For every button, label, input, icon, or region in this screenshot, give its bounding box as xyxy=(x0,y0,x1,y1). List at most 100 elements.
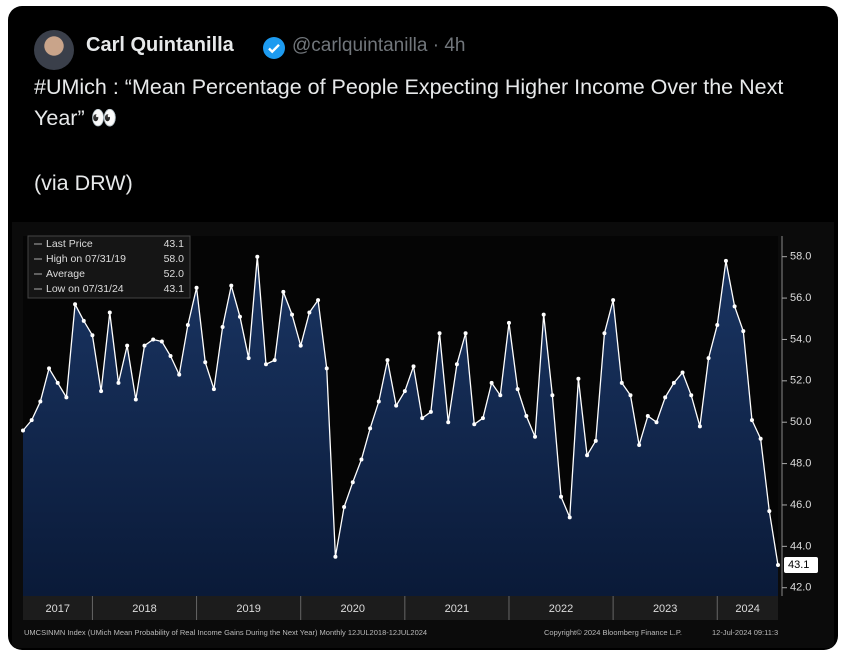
point xyxy=(480,416,485,421)
verified-badge xyxy=(263,37,285,59)
point xyxy=(619,380,624,385)
point xyxy=(55,380,60,385)
legend-value: 52.0 xyxy=(164,268,185,280)
point xyxy=(263,362,268,367)
point xyxy=(324,366,329,371)
y-tick-label: 48.0 xyxy=(790,457,811,469)
point xyxy=(697,424,702,429)
point xyxy=(376,399,381,404)
chart: 42.0 44.0 46.0 48.0 50.0 52.0 54.0 56.0 58.0 43.1… xyxy=(12,222,834,648)
x-tick-label: 2020 xyxy=(341,603,365,615)
x-tick-label: 2023 xyxy=(653,603,677,615)
y-tick-label: 46.0 xyxy=(790,499,811,511)
point xyxy=(541,312,546,317)
point xyxy=(585,453,590,458)
point xyxy=(680,370,685,375)
point xyxy=(237,314,242,319)
point xyxy=(654,420,659,425)
point xyxy=(506,320,511,325)
point xyxy=(185,322,190,327)
point xyxy=(307,310,312,315)
author-name[interactable]: Carl Quintanilla xyxy=(86,34,234,56)
point xyxy=(741,329,746,334)
point xyxy=(637,442,642,447)
last-price-tag: 43.1 xyxy=(788,559,809,571)
y-tick-label: 44.0 xyxy=(790,540,811,552)
point xyxy=(628,393,633,398)
point xyxy=(64,395,69,400)
x-tick-label: 2024 xyxy=(735,603,759,615)
point xyxy=(524,414,529,418)
y-tick-label: 50.0 xyxy=(790,416,811,428)
point xyxy=(142,343,147,348)
area xyxy=(23,256,778,596)
point xyxy=(454,362,459,367)
point xyxy=(715,322,720,327)
point xyxy=(767,509,772,514)
legend-box xyxy=(27,235,191,299)
point xyxy=(107,310,112,315)
tweet-text: #UMich : “Mean Percentage of People Expe… xyxy=(34,75,784,130)
point xyxy=(21,428,25,433)
point xyxy=(489,380,494,385)
point xyxy=(73,302,78,307)
y-tick-label: 54.0 xyxy=(790,333,811,345)
x-tick-label: 2021 xyxy=(445,603,469,615)
tweet-card: Carl Quintanilla @carlquintanilla · 4h #… xyxy=(8,6,838,650)
point xyxy=(446,420,451,425)
point xyxy=(411,364,416,369)
point xyxy=(611,298,616,303)
x-axis-strip xyxy=(23,596,778,620)
point xyxy=(246,356,251,361)
point xyxy=(333,554,338,559)
point xyxy=(368,426,373,431)
x-tick-label: 2022 xyxy=(549,603,573,615)
point xyxy=(402,389,407,394)
point xyxy=(47,366,52,371)
tweet-text: (via DRW) xyxy=(34,171,133,195)
point xyxy=(159,339,164,344)
legend-label: Average xyxy=(46,268,85,280)
last-price-box xyxy=(784,556,818,573)
legend-label: High on 07/31/19 xyxy=(46,253,126,265)
y-tick-label: 58.0 xyxy=(790,251,811,263)
point xyxy=(533,434,538,439)
point xyxy=(350,480,355,485)
point xyxy=(342,505,347,510)
legend-label: Last Price xyxy=(46,238,93,250)
point xyxy=(29,418,34,423)
footer: UMCSINMN Index (UMich Mean Probability o… xyxy=(24,628,427,637)
point xyxy=(515,387,520,392)
point xyxy=(281,289,286,294)
point xyxy=(290,312,295,317)
line xyxy=(22,256,779,566)
point xyxy=(359,457,364,462)
point xyxy=(567,515,572,520)
point xyxy=(463,331,468,336)
point xyxy=(706,356,711,361)
footer: 12-Jul-2024 09:11:3 xyxy=(712,628,778,637)
point xyxy=(428,409,433,414)
avatar[interactable] xyxy=(34,30,74,70)
x-tick-label: 2017 xyxy=(45,603,69,615)
point xyxy=(38,399,43,404)
point xyxy=(203,360,208,365)
point xyxy=(498,393,503,398)
point xyxy=(472,422,477,427)
x-tick-label: 2019 xyxy=(236,603,260,615)
point xyxy=(645,414,650,418)
point xyxy=(194,285,199,290)
y-tick-label: 52.0 xyxy=(790,375,811,387)
point xyxy=(593,438,598,443)
point xyxy=(749,418,754,423)
point xyxy=(298,343,303,348)
handle[interactable]: @carlquintanilla · 4h xyxy=(292,35,466,56)
point xyxy=(559,494,564,499)
point xyxy=(776,562,780,567)
point xyxy=(220,325,225,330)
point xyxy=(316,298,321,303)
point xyxy=(90,333,95,338)
point xyxy=(116,380,121,385)
point xyxy=(81,318,86,323)
